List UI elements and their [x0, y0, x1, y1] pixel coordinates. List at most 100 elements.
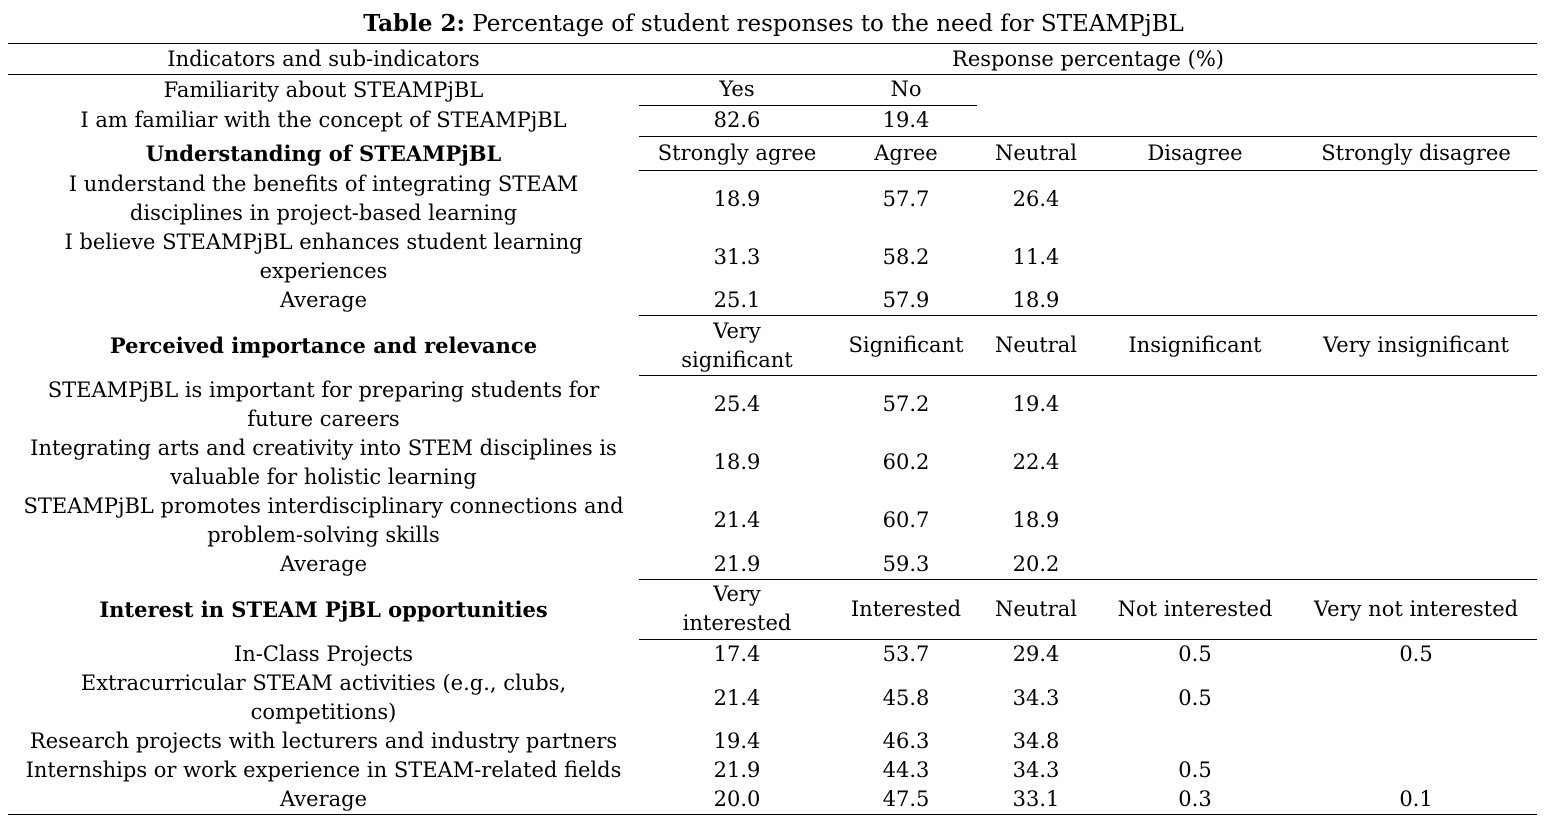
row-label-line: experiences [259, 259, 388, 283]
scale-strongly-agree: Strongly agree [639, 135, 835, 171]
familiarity-item: I am familiar with the concept of STEAMP… [80, 108, 567, 132]
cell-value: 26.4 [1012, 186, 1060, 211]
table-row: Integrating arts and creativity into STE… [8, 434, 1537, 492]
scale-interested: Interested [835, 578, 977, 640]
scale-line: interested [682, 611, 792, 635]
row-label-line: valuable for holistic learning [170, 464, 477, 489]
table-row: In-Class Projects 17.4 53.7 29.4 0.5 0.5 [8, 639, 1537, 669]
table-row: Extracurricular STEAM activities (e.g., … [8, 669, 1537, 727]
cell-value: 46.3 [882, 729, 930, 753]
familiarity-title: Familiarity about STEAMPjBL [163, 77, 484, 102]
average-row: Average 20.0 47.5 33.1 0.3 0.1 [8, 785, 1538, 815]
cell-value: 25.4 [713, 392, 761, 417]
header-response: Response percentage (%) [639, 43, 1538, 75]
row-label: STEAMPjBL promotes interdisciplinary con… [8, 492, 639, 550]
cell-value: 17.4 [713, 641, 761, 666]
cell-value [1295, 434, 1537, 492]
cell-value [1295, 492, 1537, 550]
cell-value [1295, 170, 1537, 228]
cell-value: 19.4 [1012, 392, 1060, 417]
scale-line: significant [681, 347, 793, 372]
scale-agree: Agree [835, 135, 977, 171]
table-row: I believe STEAMPjBL enhances student lea… [8, 228, 1537, 286]
familiarity-no-value: 19.4 [882, 108, 930, 132]
cell-value: 0.5 [1178, 685, 1212, 710]
row-label-line: disciplines in project-based learning [129, 201, 518, 225]
row-label: STEAMPjBL is important for preparing stu… [8, 376, 639, 434]
row-label: I believe STEAMPjBL enhances student lea… [8, 228, 639, 286]
cell-value: 45.8 [882, 685, 930, 710]
cell-value: 53.7 [882, 641, 930, 666]
scale-very-insignificant: Very insignificant [1295, 315, 1538, 376]
row-label: In-Class Projects [233, 641, 414, 666]
row-label-line: future careers [247, 406, 400, 431]
scale-neutral: Neutral [977, 135, 1095, 171]
cell-value: 21.4 [713, 685, 761, 710]
cell-value: 0.5 [1178, 758, 1212, 782]
row-label-line: Extracurricular STEAM activities (e.g., … [80, 671, 567, 695]
cell-value: 20.2 [1012, 551, 1060, 576]
cell-value [1095, 170, 1295, 228]
cell-value [1295, 669, 1537, 727]
row-label-line: STEAMPjBL promotes interdisciplinary con… [23, 493, 624, 518]
cell-value: 19.4 [713, 729, 761, 753]
cell-value [1095, 286, 1295, 316]
cell-value: 0.3 [1095, 785, 1295, 815]
cell-value: 34.3 [1012, 685, 1060, 710]
understanding-title: Understanding of STEAMPjBL [145, 140, 502, 166]
understanding-title-row: Understanding of STEAMPjBL Strongly agre… [8, 135, 1538, 171]
table-caption: Table 2: Percentage of student responses… [0, 9, 1547, 39]
caption-text: Percentage of student responses to the n… [465, 11, 1184, 37]
cell-value: 44.3 [882, 758, 930, 782]
scale-insignificant: Insignificant [1095, 315, 1295, 376]
cell-value: 21.9 [713, 551, 761, 576]
table-row: Research projects with lecturers and ind… [8, 727, 1537, 756]
cell-value [1095, 727, 1295, 756]
table-row: STEAMPjBL is important for preparing stu… [8, 376, 1537, 434]
row-label: Integrating arts and creativity into STE… [8, 434, 639, 492]
cell-value [1095, 434, 1295, 492]
row-label: I understand the benefits of integrating… [8, 170, 639, 228]
table-row: STEAMPjBL promotes interdisciplinary con… [8, 492, 1537, 550]
row-label-line: I understand the benefits of integrating… [68, 172, 579, 196]
cell-value: 20.0 [639, 785, 835, 815]
cell-value: 60.2 [882, 450, 930, 474]
familiarity-row: I am familiar with the concept of STEAMP… [8, 105, 1537, 136]
cell-value: 57.7 [882, 186, 930, 211]
cell-value: 21.4 [713, 508, 761, 532]
cell-value [1095, 492, 1295, 550]
row-label-line: problem-solving skills [207, 522, 440, 547]
scale-line: Very [713, 582, 761, 606]
cell-value [1295, 550, 1537, 580]
table-row: Internships or work experience in STEAM-… [8, 756, 1537, 785]
cell-value [1295, 228, 1537, 286]
cell-value: 59.3 [882, 551, 930, 576]
cell-value: 25.1 [713, 288, 761, 312]
scale-disagree: Disagree [1095, 135, 1295, 171]
header-indicators: Indicators and sub-indicators [8, 43, 639, 75]
cell-value: 47.5 [835, 785, 977, 815]
cell-value [1295, 376, 1537, 434]
scale-very-interested: Very interested [639, 578, 835, 640]
familiarity-yes-value: 82.6 [713, 108, 761, 132]
cell-value [1095, 228, 1295, 286]
cell-value [1295, 756, 1537, 785]
cell-value [1095, 550, 1295, 580]
cell-value: 29.4 [1012, 641, 1060, 666]
caption-label: Table 2: [363, 10, 465, 37]
cell-value: 21.9 [713, 758, 761, 782]
cell-value: 18.9 [713, 186, 761, 211]
cell-value: 18.9 [1012, 288, 1060, 312]
cell-value: 34.3 [1012, 758, 1060, 782]
average-row: Average 25.1 57.9 18.9 [8, 286, 1537, 316]
cell-value: 18.9 [1012, 508, 1060, 532]
interest-title-row: Interest in STEAM PjBL opportunities Ver… [8, 578, 1538, 640]
scale-neutral: Neutral [977, 315, 1095, 376]
cell-value: 0.5 [1399, 641, 1433, 666]
average-row: Average 21.9 59.3 20.2 [8, 550, 1537, 580]
average-label: Average [279, 551, 368, 576]
row-label-line: competitions) [250, 700, 397, 724]
row-label-line: Integrating arts and creativity into STE… [30, 435, 617, 460]
cell-value: 58.2 [882, 244, 930, 269]
